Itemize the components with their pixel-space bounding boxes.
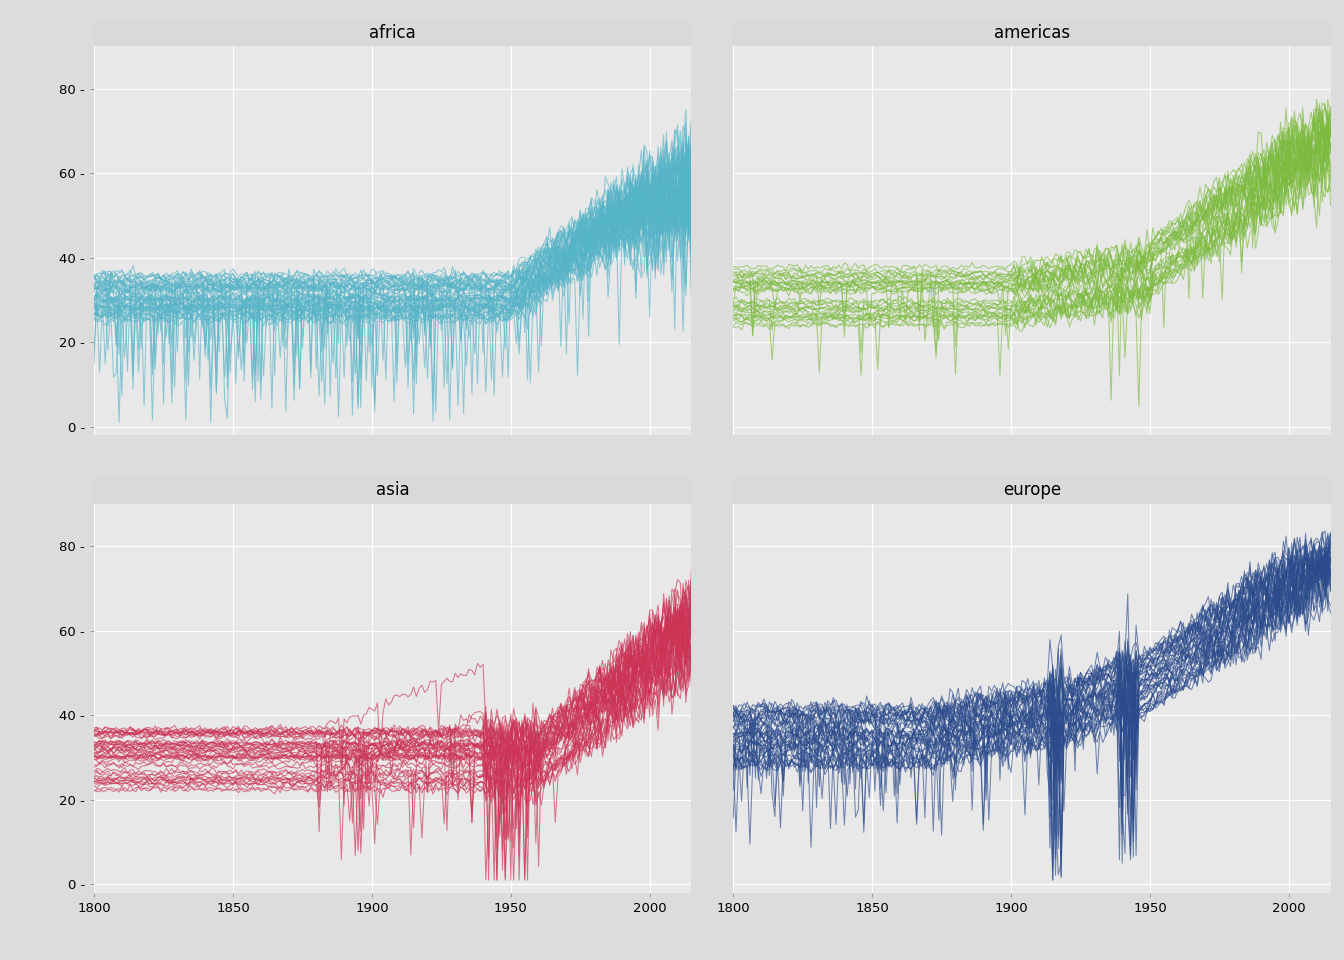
Text: africa: africa (370, 24, 417, 42)
Text: europe: europe (1003, 481, 1060, 499)
Text: americas: americas (993, 24, 1070, 42)
Text: asia: asia (376, 481, 410, 499)
